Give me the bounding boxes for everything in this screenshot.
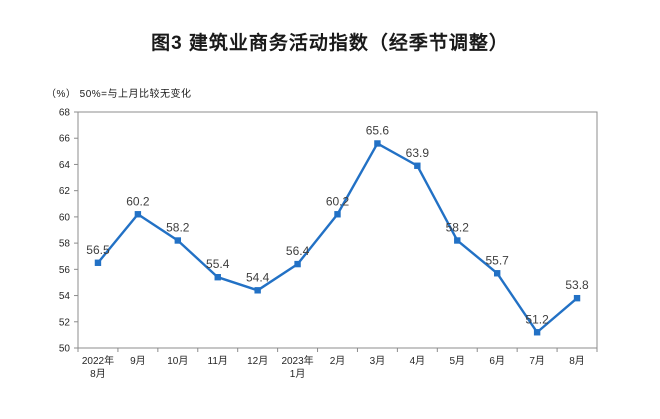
data-point-marker — [174, 237, 182, 244]
y-axis-tick-label: 62 — [59, 186, 71, 197]
data-point-label: 60.2 — [326, 194, 350, 208]
y-axis-tick-label: 58 — [59, 239, 71, 250]
chart-title: 图3 建筑业商务活动指数（经季节调整） — [151, 33, 509, 54]
y-axis-tick-label: 64 — [59, 160, 71, 171]
data-point-marker — [334, 211, 341, 218]
y-axis-tick-label: 50 — [59, 344, 71, 355]
plot-border — [77, 111, 598, 349]
y-axis-tick-label: 66 — [59, 134, 71, 145]
data-point-marker — [374, 140, 381, 147]
y-axis-tick-label: 68 — [59, 108, 71, 119]
axis-unit-note: （%） 50%=与上月比较无变化 — [46, 89, 192, 100]
data-point-label: 58.2 — [166, 220, 190, 234]
x-axis-tick-label: 7月 — [529, 355, 545, 367]
y-axis-tick-label: 52 — [59, 317, 71, 328]
x-axis-tick-label: 10月 — [167, 355, 188, 367]
y-axis-tick-label: 56 — [59, 265, 71, 276]
x-axis-tick-label: 5月 — [449, 355, 465, 367]
data-point-marker — [414, 162, 421, 169]
data-point-label: 53.8 — [565, 278, 589, 292]
data-point-label: 60.2 — [126, 194, 150, 208]
data-point-marker — [134, 211, 142, 218]
data-point-marker — [493, 270, 501, 277]
x-axis-tick-label: 2023年 1月 — [281, 354, 313, 380]
data-point-label: 56.4 — [286, 244, 310, 258]
x-axis-tick-label: 11月 — [208, 355, 228, 367]
y-axis-tick-label: 60 — [59, 212, 71, 223]
data-point-marker — [533, 329, 541, 336]
data-point-label: 58.2 — [446, 220, 470, 234]
x-axis-tick-label: 4月 — [410, 355, 426, 367]
x-axis-tick-label: 8月 — [569, 355, 585, 367]
data-point-marker — [454, 237, 461, 244]
series-line — [96, 142, 579, 334]
data-point-marker — [254, 287, 261, 294]
x-axis-tick-label: 6月 — [489, 355, 505, 367]
data-point-label: 54.4 — [246, 270, 270, 284]
data-point-label: 55.7 — [486, 253, 510, 267]
x-axis-tick-label: 2022年 8月 — [82, 354, 114, 380]
data-point-label: 63.9 — [406, 146, 430, 160]
y-axis-tick-label: 54 — [59, 291, 71, 302]
data-point-label: 65.6 — [366, 123, 390, 137]
data-point-label: 56.5 — [86, 243, 110, 257]
x-axis-tick-label: 3月 — [370, 355, 386, 367]
data-point-label: 51.2 — [525, 312, 549, 326]
x-axis-tick-label: 12月 — [247, 355, 268, 367]
data-point-marker — [294, 260, 301, 268]
data-point-marker — [214, 274, 221, 281]
data-point-marker — [573, 294, 581, 302]
data-point-marker — [94, 259, 102, 266]
x-axis-tick-label: 2月 — [330, 355, 346, 367]
x-axis-tick-label: 9月 — [130, 355, 146, 367]
data-point-label: 55.4 — [206, 257, 230, 271]
